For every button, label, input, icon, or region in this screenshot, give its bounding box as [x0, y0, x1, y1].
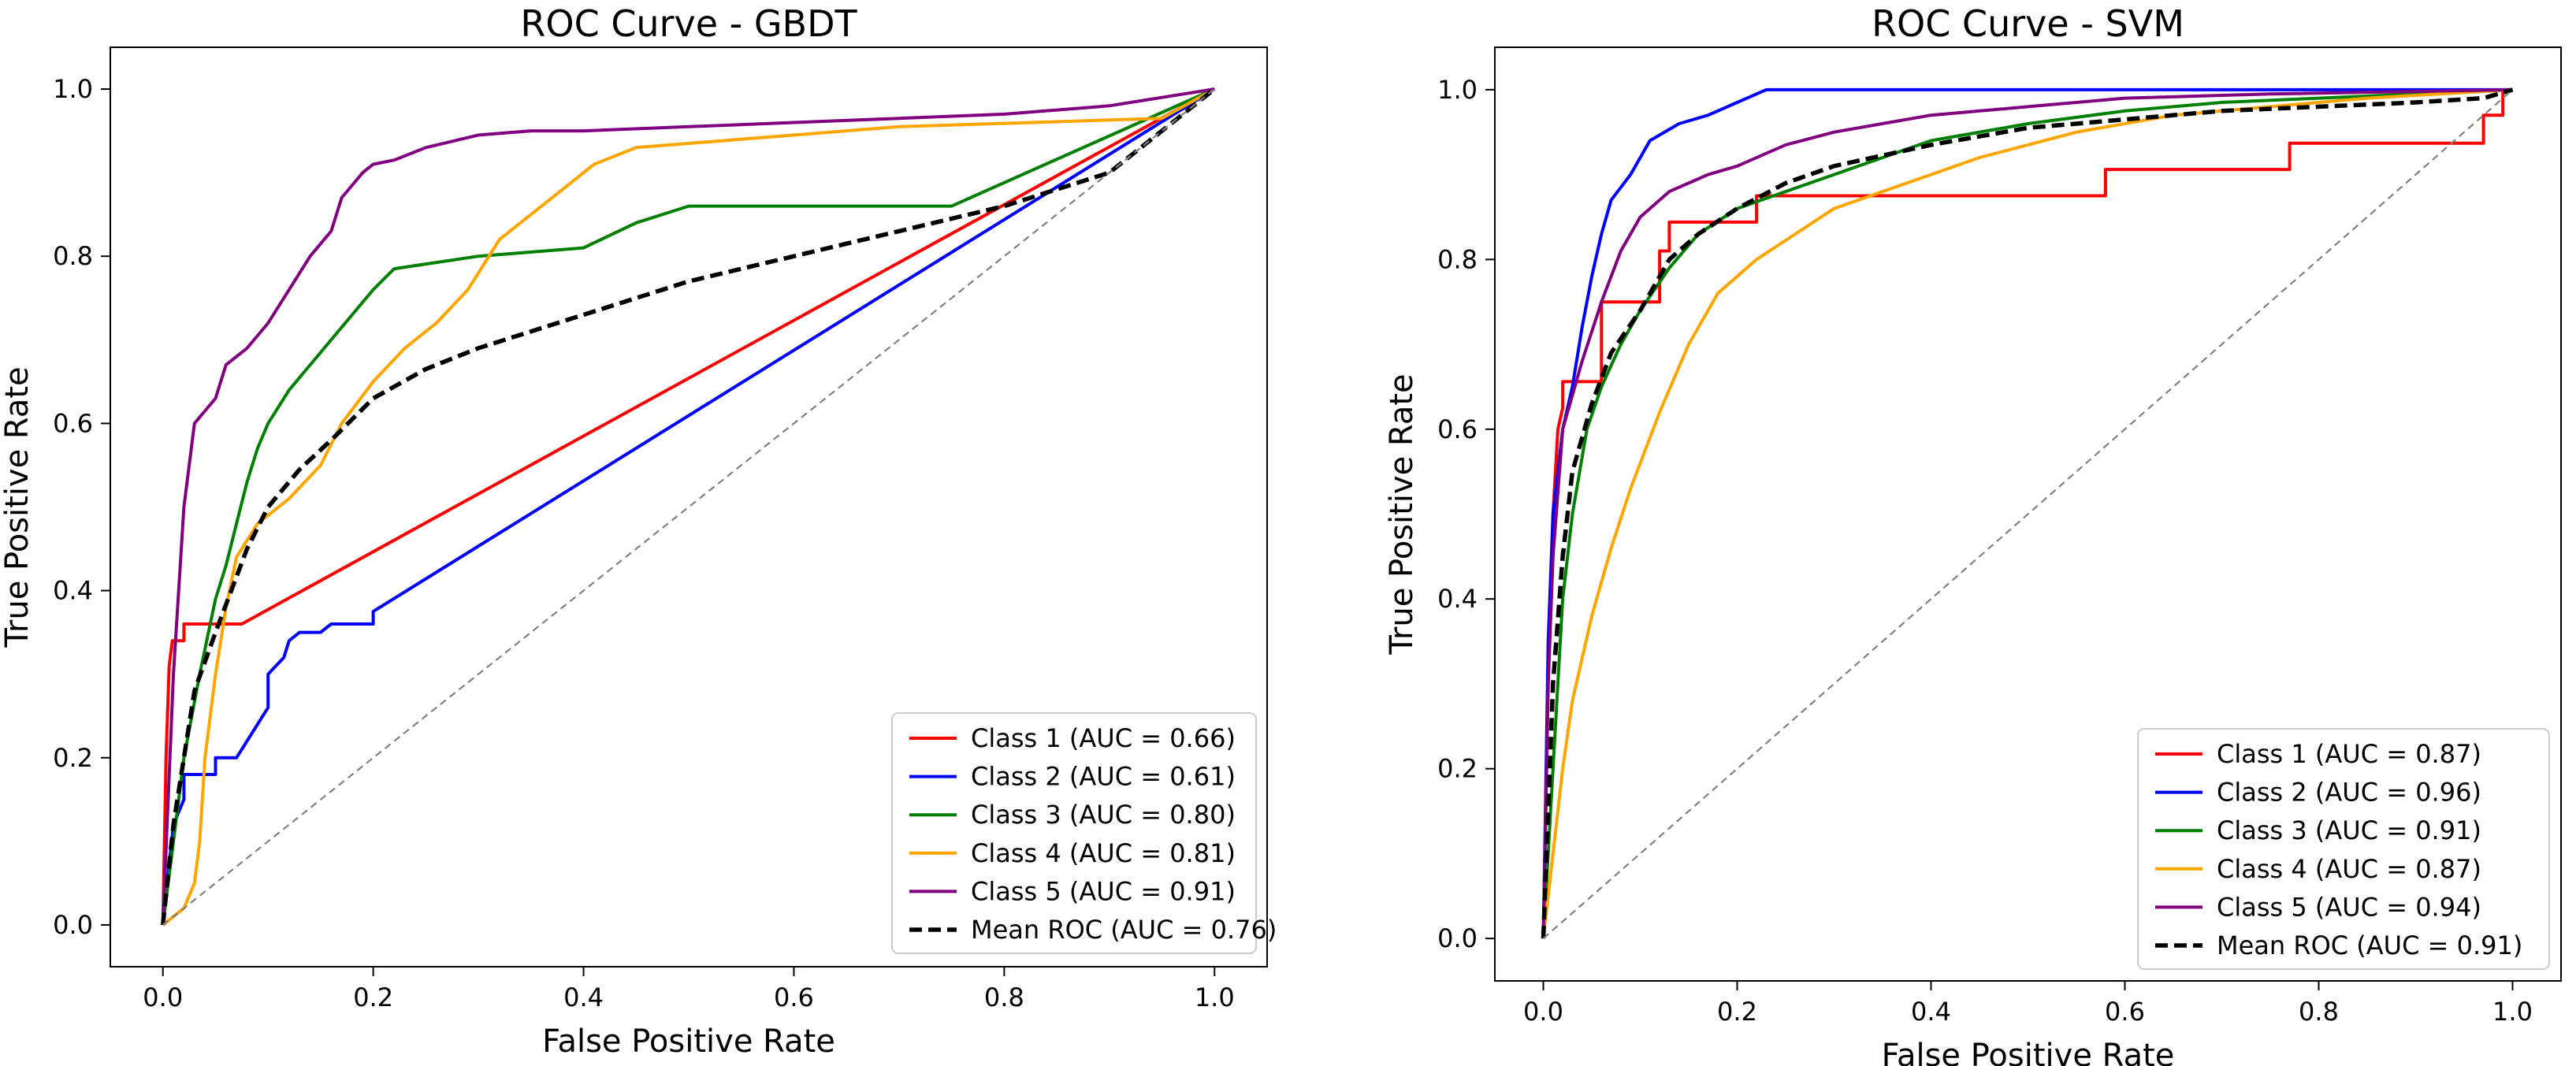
legend-entry-label: Mean ROC (AUC = 0.76) [971, 915, 1277, 945]
chart-title: ROC Curve - GBDT [520, 2, 857, 45]
x-tick-label: 0.8 [984, 982, 1024, 1012]
y-tick-label: 0.8 [1437, 244, 1478, 274]
y-tick-label: 0.0 [1437, 923, 1478, 953]
y-tick-label: 0.4 [1437, 584, 1478, 614]
x-tick-label: 1.0 [2492, 997, 2533, 1027]
y-tick-label: 0.2 [1437, 754, 1478, 784]
legend: Class 1 (AUC = 0.87) Class 2 (AUC = 0.96)… [2137, 728, 2550, 970]
series-line-class-1 [1541, 87, 2513, 939]
chart-panel-1: ROC Curve - GBDT False Positive Rate True … [0, 2, 1277, 1060]
x-tick-label: 0.8 [2299, 997, 2339, 1027]
legend-entry-label: Class 2 (AUC = 0.96) [2217, 778, 2481, 808]
x-tick-label: 1.0 [1195, 982, 1235, 1012]
series-line-class-4 [1541, 87, 2513, 939]
x-axis-label: False Positive Rate [542, 1023, 835, 1060]
legend-box [891, 712, 1257, 954]
series-line-mean-roc [160, 87, 1217, 926]
series-line-class-5 [1541, 87, 2513, 939]
x-tick-label: 0.4 [563, 982, 604, 1012]
legend: Class 1 (AUC = 0.66) Class 2 (AUC = 0.61)… [891, 712, 1277, 954]
legend-entry-label: Class 1 (AUC = 0.87) [2217, 739, 2481, 769]
series-line-class-2 [161, 87, 1216, 926]
x-axis-label: False Positive Rate [1882, 1038, 2175, 1066]
y-tick-label: 0.6 [1437, 414, 1478, 444]
plot-area-frame [1494, 46, 2562, 982]
x-tick-label: 0.6 [2105, 997, 2145, 1027]
series-line-class-4 [162, 87, 1216, 927]
x-tick-label: 0.0 [143, 982, 183, 1012]
legend-entry-label: Class 2 (AUC = 0.61) [971, 762, 1236, 792]
chart-panel-2: ROC Curve - SVM False Positive Rate True P… [1384, 2, 2562, 1066]
y-axis-label: True Positive Rate [0, 366, 35, 648]
x-tick-label: 0.2 [1717, 997, 1757, 1027]
chart-title: ROC Curve - SVM [1872, 2, 2184, 45]
legend-entry-label: Class 4 (AUC = 0.81) [971, 838, 1236, 868]
legend-entry-label: Class 1 (AUC = 0.66) [971, 723, 1236, 753]
x-tick-label: 0.0 [1523, 997, 1563, 1027]
y-tick-label: 0.4 [53, 576, 93, 606]
legend-entry-label: Class 3 (AUC = 0.80) [971, 800, 1236, 830]
legend-entry-label: Class 5 (AUC = 0.94) [2217, 892, 2481, 922]
legend-entry-label: Class 4 (AUC = 0.87) [2217, 854, 2481, 884]
legend-entry-label: Mean ROC (AUC = 0.91) [2217, 930, 2522, 960]
y-tick-label: 0.8 [53, 241, 93, 271]
x-tick-label: 0.2 [353, 982, 393, 1012]
y-tick-label: 0.6 [53, 408, 93, 438]
y-tick-label: 1.0 [53, 74, 93, 104]
series-line-mean-roc [1541, 87, 2514, 939]
series-lines [1541, 87, 2514, 939]
legend-box [2137, 728, 2550, 970]
series-line-class-3 [161, 87, 1216, 926]
y-tick-label: 0.2 [53, 743, 93, 773]
series-lines [160, 87, 1217, 927]
x-tick-label: 0.6 [774, 982, 814, 1012]
reference-diagonal-line [1542, 89, 2514, 939]
y-tick-label: 0.0 [53, 910, 93, 940]
legend-entry-label: Class 5 (AUC = 0.91) [971, 876, 1236, 906]
series-line-class-5 [161, 87, 1215, 926]
series-line-class-2 [1541, 87, 2513, 939]
x-tick-label: 0.4 [1911, 997, 1951, 1027]
series-line-class-1 [161, 87, 1216, 926]
legend-entry-label: Class 3 (AUC = 0.91) [2217, 815, 2481, 845]
y-tick-label: 1.0 [1437, 75, 1478, 105]
y-axis-label: True Positive Rate [1384, 373, 1420, 655]
plot-area-frame [110, 46, 1268, 968]
